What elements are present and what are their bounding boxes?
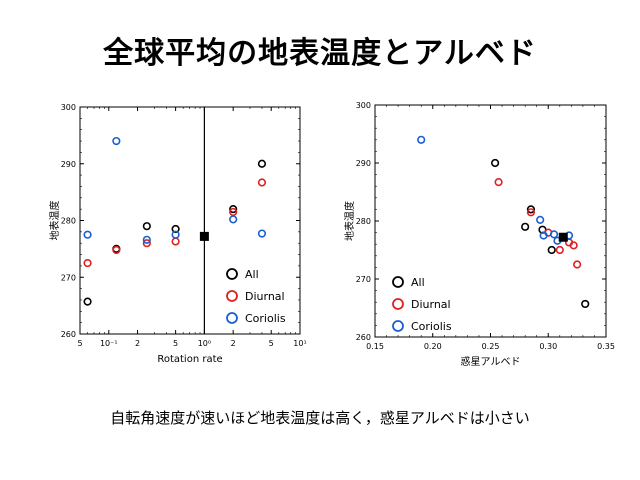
chart2-legend-label-diurnal: Diurnal bbox=[411, 298, 451, 311]
chart1-xtick-label: 10⁰ bbox=[198, 339, 211, 348]
chart1-legend-label-diurnal: Diurnal bbox=[245, 290, 285, 303]
chart2-xtick-label: 0.15 bbox=[366, 342, 384, 351]
chart2-point-all bbox=[521, 222, 530, 231]
chart1-point-coriolis bbox=[257, 229, 267, 238]
chart1-x-axis-label: Rotation rate bbox=[157, 354, 222, 365]
chart2-ytick-label: 290 bbox=[356, 159, 371, 168]
chart2-point-all bbox=[491, 158, 500, 168]
chart1-ytick-label: 280 bbox=[61, 217, 76, 226]
chart2-point-all bbox=[547, 245, 556, 255]
chart2-xtick-label: 0.25 bbox=[482, 342, 500, 351]
chart2-plot-frame bbox=[374, 104, 607, 338]
chart2-point-diurnal bbox=[494, 178, 503, 187]
chart1-point-coriolis bbox=[229, 215, 238, 224]
chart2-legend-label-all: All bbox=[411, 276, 425, 289]
chart1-legend-label-coriolis: Coriolis bbox=[245, 312, 286, 325]
chart2-legend-marker-diurnal bbox=[392, 298, 404, 310]
chart1-legend-marker-coriolis bbox=[226, 312, 238, 324]
chart1-ytick-label: 290 bbox=[61, 160, 76, 169]
chart1-point-diurnal bbox=[171, 237, 180, 246]
chart1-point-all bbox=[142, 222, 151, 231]
chart2-point-diurnal bbox=[555, 245, 564, 255]
chart1-xtick-label: 5 bbox=[77, 339, 82, 348]
chart2-point-all bbox=[581, 299, 590, 309]
chart2-point-coriolis bbox=[417, 135, 426, 144]
chart1-point-diurnal bbox=[257, 178, 267, 187]
chart2-ytick-label: 260 bbox=[356, 333, 371, 342]
chart2-point-coriolis bbox=[536, 215, 545, 224]
chart1-xtick-label: 2 bbox=[135, 339, 140, 348]
chart1-point-coriolis bbox=[83, 230, 92, 239]
chart1-xtick-label: 5 bbox=[269, 339, 274, 348]
chart1-legend-marker-diurnal bbox=[226, 290, 238, 302]
chart2-y-axis-label: 地表温度 bbox=[343, 201, 356, 241]
chart2-point-diurnal bbox=[526, 208, 536, 217]
chart1-point-all bbox=[257, 159, 267, 168]
chart2-xtick-label: 0.20 bbox=[424, 342, 442, 351]
chart1-point-all bbox=[229, 205, 238, 214]
slide-title: 全球平均の地表温度とアルベド bbox=[103, 36, 537, 71]
chart2-point-diurnal bbox=[569, 241, 578, 250]
chart1-ytick-label: 260 bbox=[61, 330, 76, 339]
chart1-xtick-label: 10⁻¹ bbox=[100, 339, 118, 348]
chart1-xtick-label: 5 bbox=[173, 339, 178, 348]
chart1-point-all bbox=[171, 224, 180, 234]
chart1-point-diurnal bbox=[142, 239, 151, 248]
chart2-legend-label-coriolis: Coriolis bbox=[411, 320, 452, 333]
chart2-xtick-label: 0.35 bbox=[597, 342, 615, 351]
chart2-x-axis-label: 惑星アルベド bbox=[461, 355, 521, 368]
chart1-ytick-label: 270 bbox=[61, 273, 76, 282]
chart2-point-coriolis bbox=[549, 230, 559, 239]
chart2-xtick-label: 0.30 bbox=[539, 342, 557, 351]
chart1-point-diurnal bbox=[112, 245, 121, 255]
chart2-point-coriolis bbox=[539, 231, 548, 240]
chart1-point-all bbox=[83, 297, 92, 306]
chart1-xtick-label: 10¹ bbox=[293, 339, 306, 348]
chart1-point-coriolis bbox=[142, 235, 151, 244]
chart2-point-all bbox=[526, 205, 536, 214]
chart2-point-diurnal bbox=[573, 260, 582, 269]
chart2-ytick-label: 280 bbox=[356, 217, 371, 226]
chart1-legend-label-all: All bbox=[245, 268, 259, 281]
chart1-legend-marker-all bbox=[226, 268, 238, 280]
chart1-y-axis-label: 地表温度 bbox=[48, 201, 61, 241]
chart2-ytick-label: 270 bbox=[356, 275, 371, 284]
chart2-ytick-label: 300 bbox=[356, 101, 371, 110]
chart2-point-reference bbox=[558, 232, 568, 242]
slide-caption: 自転角速度が速いほど地表温度は高く，惑星アルベドは小さい bbox=[110, 409, 530, 427]
chart1-ytick-label: 300 bbox=[61, 103, 76, 112]
chart2-legend-marker-all bbox=[392, 276, 404, 288]
chart2-legend-marker-coriolis bbox=[392, 320, 404, 332]
chart1-point-coriolis bbox=[112, 136, 121, 146]
chart1-point-reference bbox=[199, 231, 209, 241]
chart1-xtick-label: 2 bbox=[231, 339, 236, 348]
chart1-point-diurnal bbox=[83, 258, 92, 268]
chart1-point-coriolis bbox=[171, 230, 180, 239]
